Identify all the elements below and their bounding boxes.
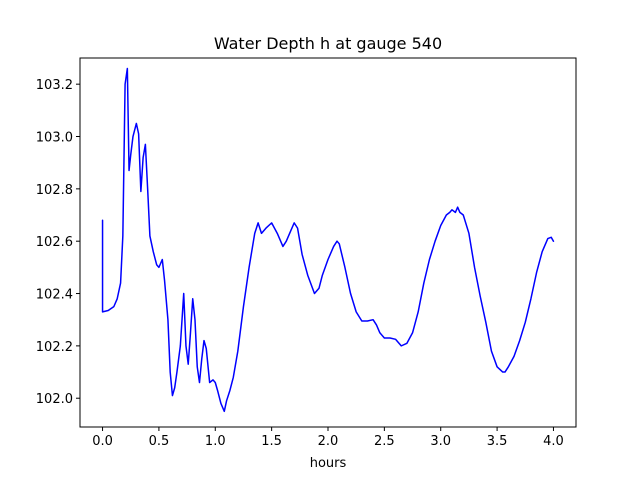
x-tick-label: 1.5 [261,434,282,449]
plot-layer [101,67,555,413]
y-tick-label: 103.0 [36,131,73,146]
x-tick-label: 1.0 [205,434,226,449]
x-axis-label: hours [310,456,347,471]
y-tick-label: 102.8 [36,183,73,198]
y-tick-label: 103.2 [36,78,73,93]
chart-title: Water Depth h at gauge 540 [214,34,442,53]
x-tick-label: 3.0 [430,434,451,449]
x-tick-label: 2.5 [374,434,395,449]
series-line [101,67,555,413]
ticks-layer: 0.0 0.5 1.0 1.5 2.0 2.5 3.0 3.5 4.0 102.0 102.2 102… [36,78,564,449]
y-tick-label: 102.4 [36,288,73,303]
x-tick-label: 0.5 [149,434,170,449]
x-tick-label: 4.0 [543,434,564,449]
y-tick-label: 102.2 [36,340,73,355]
plot-frame [79,57,577,428]
y-tick-label: 102.6 [36,235,73,250]
y-tick-label: 102.0 [36,392,73,407]
x-tick-label: 0.0 [92,434,113,449]
x-tick-label: 2.0 [318,434,339,449]
x-tick-label: 3.5 [487,434,508,449]
